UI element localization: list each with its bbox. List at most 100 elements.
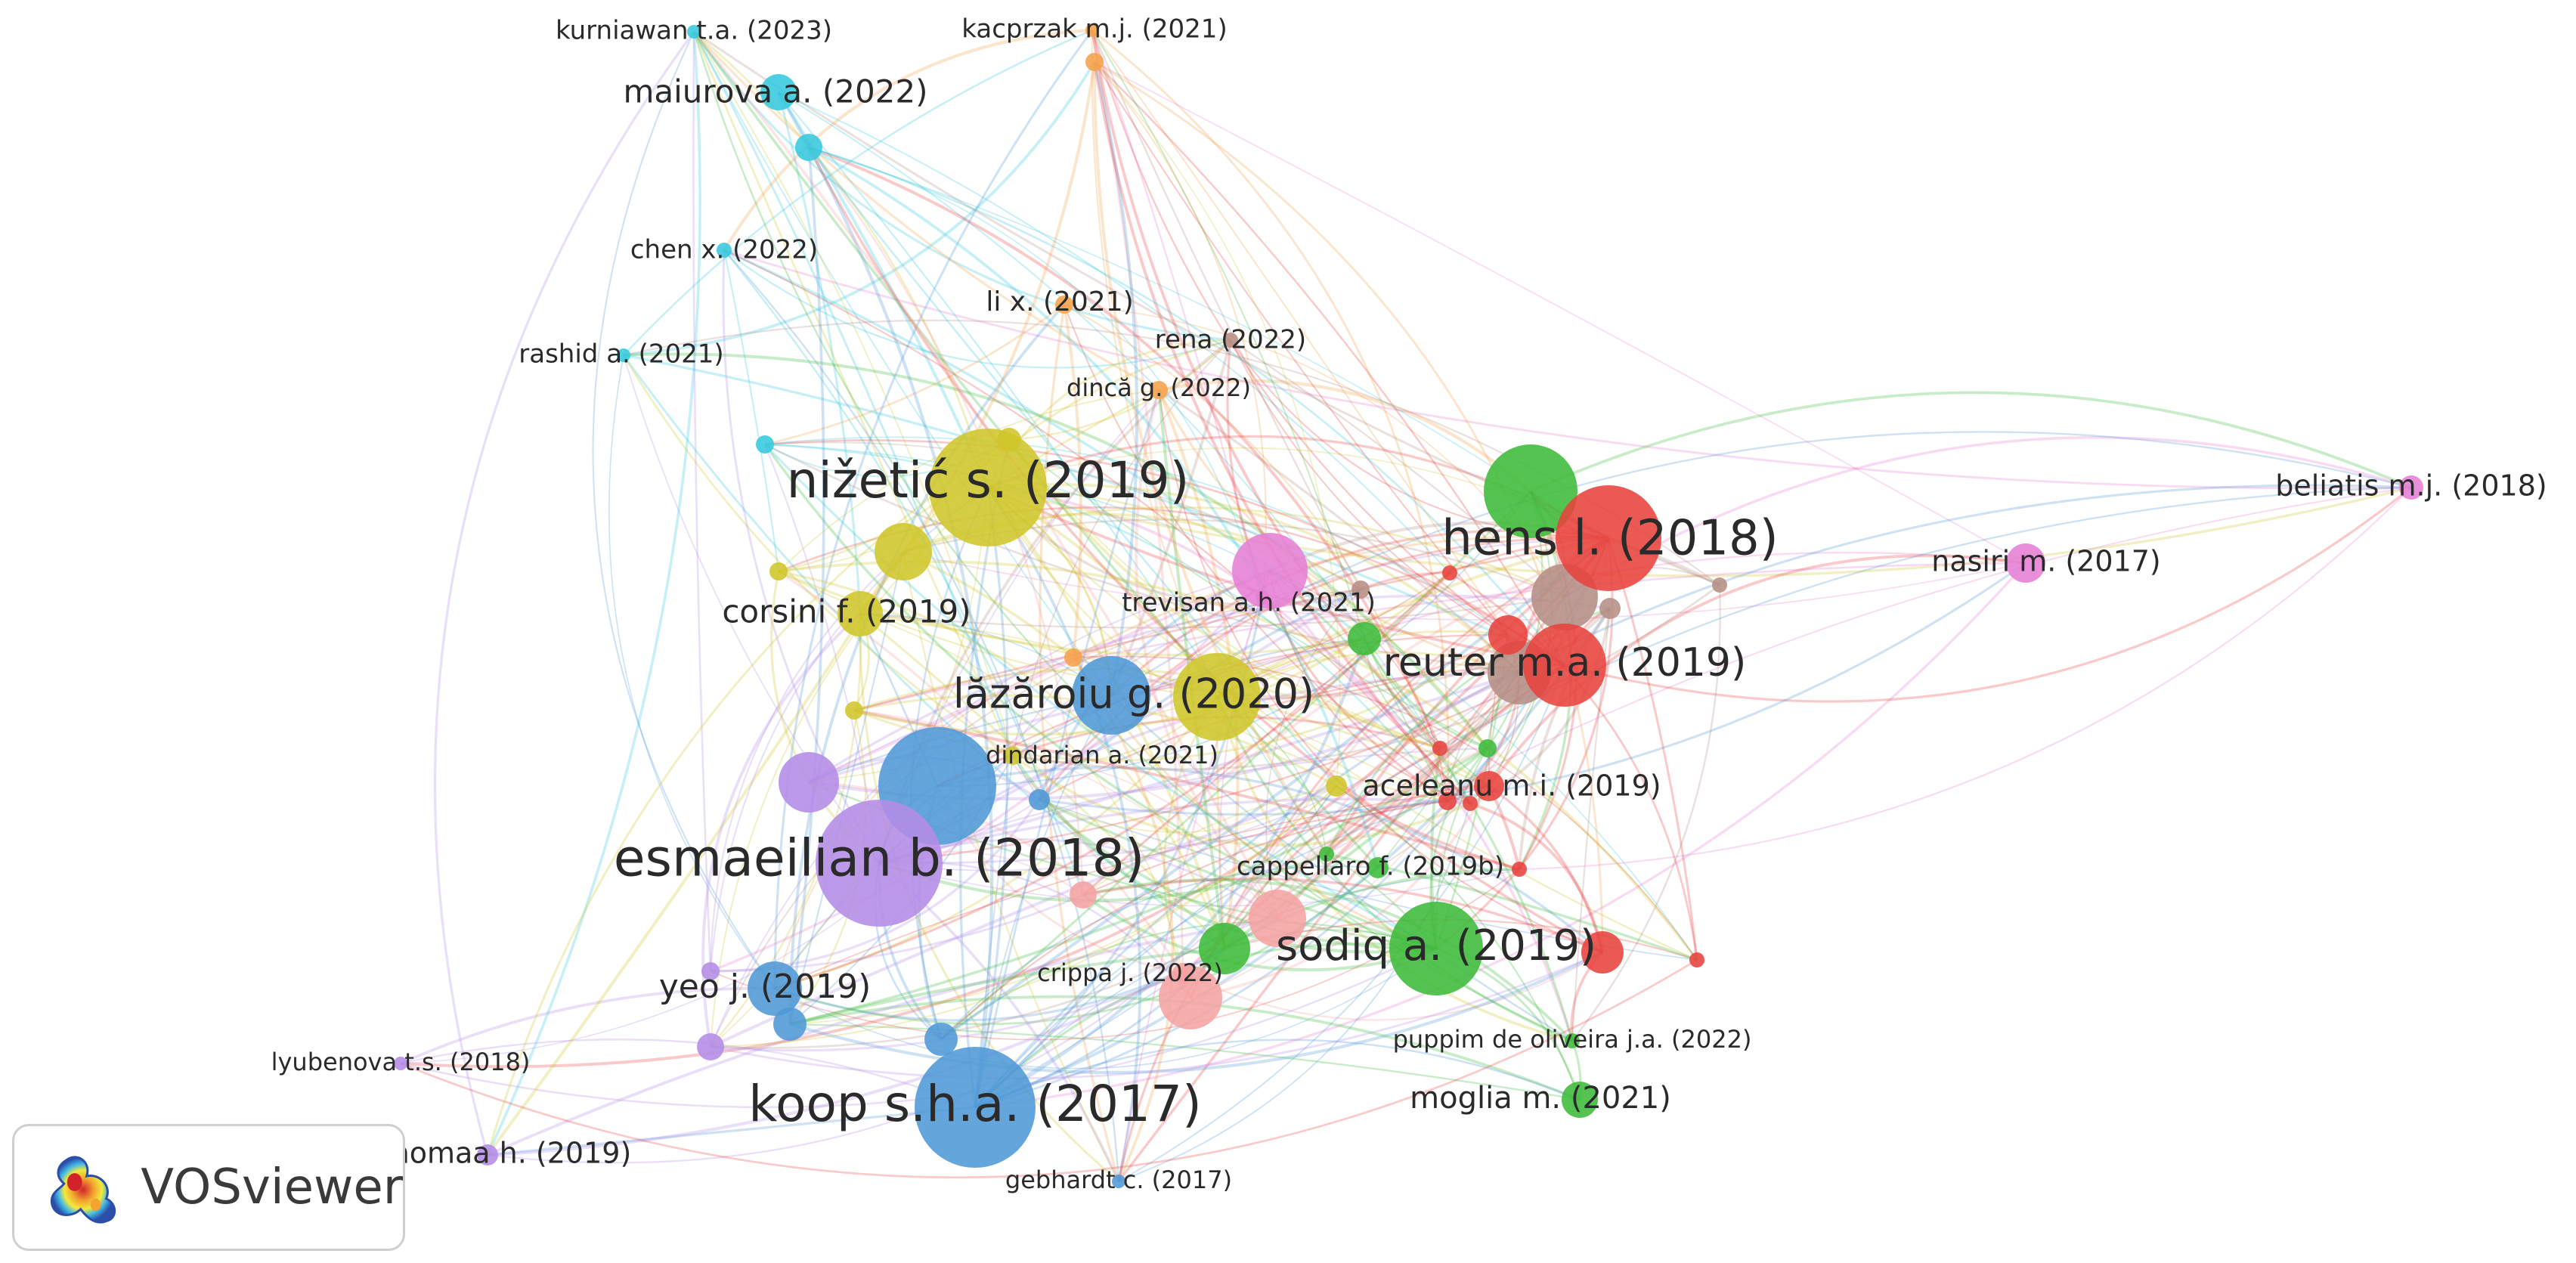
network-node[interactable] (1072, 656, 1150, 735)
network-node[interactable] (1712, 577, 1727, 593)
node-label-corsini[interactable]: corsini f. (2019) (722, 593, 971, 630)
node-label-beliatis[interactable]: beliatis m.j. (2018) (2275, 469, 2547, 503)
node-label-hens[interactable]: hens l. (2018) (1441, 511, 1778, 567)
node-label-gebhardt[interactable]: gebhardt c. (2017) (1005, 1165, 1232, 1194)
network-link (1157, 389, 1603, 953)
network-node[interactable] (1029, 789, 1050, 810)
network-node-nizetic[interactable] (929, 429, 1047, 546)
network-node-ruohomaa[interactable] (477, 1144, 498, 1165)
network-node-cappellaro[interactable] (1367, 857, 1389, 878)
node-label-puppim[interactable]: puppim de oliveira j.a. (2022) (1393, 1025, 1752, 1054)
node-label-lazaroiu[interactable]: lăzăroiu g. (2020) (953, 670, 1314, 718)
network-node-gebhardt[interactable] (1112, 1175, 1125, 1188)
node-label-sodiq[interactable]: sodiq a. (2019) (1276, 921, 1596, 970)
node-label-li[interactable]: li x. (2021) (986, 286, 1133, 317)
network-node-yeo[interactable] (748, 961, 802, 1016)
network-node-lazaroiu[interactable] (1173, 653, 1261, 741)
network-node[interactable] (701, 962, 720, 980)
network-node[interactable] (1159, 966, 1222, 1029)
network-node[interactable] (756, 435, 774, 454)
network-node-sodiq[interactable] (1389, 902, 1483, 995)
network-node[interactable] (1689, 952, 1704, 967)
node-label-esmaeilian[interactable]: esmaeilian b. (2018) (614, 829, 1145, 889)
node-label-dinca[interactable]: dincă g. (2022) (1067, 373, 1251, 402)
network-node-dindarian[interactable] (1004, 747, 1022, 765)
network-link (778, 560, 1698, 961)
node-label-rena[interactable]: rena (2022) (1155, 325, 1306, 355)
node-label-nizetic[interactable]: nižetić s. (2019) (787, 451, 1190, 509)
node-label-cappellaro[interactable]: cappellaro f. (2019b) (1237, 852, 1504, 882)
node-label-koop[interactable]: koop s.h.a. (2017) (748, 1075, 1202, 1133)
network-link (1163, 696, 1218, 998)
node-label-kurniawan[interactable]: kurniawan t.a. (2023) (556, 16, 832, 46)
network-node-puppim[interactable] (1565, 1033, 1580, 1048)
network-node-nasiri[interactable] (2006, 543, 2045, 583)
network-node[interactable] (1488, 615, 1528, 655)
network-node-chen[interactable] (717, 243, 732, 258)
node-label-nasiri[interactable]: nasiri m. (2017) (1931, 545, 2161, 578)
node-label-chen[interactable]: chen x. (2022) (630, 235, 818, 265)
network-node[interactable] (1463, 796, 1478, 811)
network-link (778, 91, 1451, 574)
network-node[interactable] (773, 1008, 807, 1041)
network-node[interactable] (924, 1023, 958, 1056)
network-node[interactable] (1348, 622, 1381, 655)
node-label-crippa[interactable]: crippa j. (2022) (1037, 958, 1223, 987)
node-label-trevisan[interactable]: trevisan a.h. (2021) (1122, 588, 1376, 618)
network-node-kacprzak[interactable] (1085, 23, 1099, 37)
network-node-corsini[interactable] (838, 591, 883, 636)
network-node-kurniawan[interactable] (687, 25, 701, 39)
network-node[interactable] (845, 701, 863, 720)
network-node[interactable] (1319, 847, 1334, 862)
network-node[interactable] (1478, 739, 1497, 757)
network-node[interactable] (1484, 444, 1577, 538)
network-node-lyubenova[interactable] (394, 1057, 407, 1070)
network-node[interactable] (1232, 533, 1308, 608)
network-node[interactable] (1581, 931, 1624, 974)
network-node[interactable] (875, 523, 932, 580)
node-label-aceleanu[interactable]: aceleanu m.i. (2019) (1362, 769, 1661, 803)
network-node-moglia[interactable] (1562, 1082, 1598, 1118)
node-label-yeo[interactable]: yeo j. (2019) (659, 967, 872, 1006)
node-label-moglia[interactable]: moglia m. (2021) (1410, 1081, 1671, 1116)
network-node[interactable] (769, 562, 788, 580)
node-label-lyubenova[interactable]: lyubenova t.s. (2018) (271, 1048, 531, 1076)
network-node[interactable] (1326, 775, 1347, 797)
network-node[interactable] (1432, 741, 1447, 756)
network-node-hens[interactable] (1556, 485, 1661, 591)
network-node[interactable] (779, 752, 839, 813)
network-node[interactable] (1199, 923, 1250, 974)
network-node-reuter[interactable] (1523, 624, 1606, 707)
network-node[interactable] (1512, 862, 1527, 877)
network-node[interactable] (1599, 598, 1621, 619)
network-node-rena[interactable] (1223, 333, 1238, 348)
network-node[interactable] (1070, 881, 1097, 909)
network-node-crippa[interactable] (1172, 963, 1194, 984)
node-label-rashid[interactable]: rashid a. (2021) (519, 339, 723, 370)
network-node-esmaeilian[interactable] (816, 800, 943, 927)
node-label-reuter[interactable]: reuter m.a. (2019) (1383, 640, 1747, 686)
network-node[interactable] (1438, 792, 1457, 810)
network-node[interactable] (1085, 53, 1104, 71)
network-node[interactable] (1249, 890, 1306, 947)
network-link (400, 537, 1610, 1069)
network-node-maiurova[interactable] (760, 74, 797, 110)
network-link (1488, 554, 2026, 788)
node-label-kacprzak[interactable]: kacprzak m.j. (2021) (961, 14, 1227, 45)
network-node[interactable] (697, 1033, 724, 1060)
network-node-li[interactable] (1055, 296, 1073, 314)
network-node-koop[interactable] (915, 1047, 1036, 1168)
network-node[interactable] (1064, 649, 1082, 667)
node-label-dindarian[interactable]: dindarian a. (2021) (986, 741, 1218, 769)
network-node[interactable] (1442, 565, 1457, 580)
network-node-aceleanu[interactable] (1474, 771, 1504, 801)
network-node-rashid[interactable] (617, 348, 630, 362)
network-node-beliatis[interactable] (2399, 475, 2423, 500)
network-node[interactable] (795, 134, 822, 161)
network-node-dinca[interactable] (1150, 381, 1168, 399)
network-node[interactable] (1351, 580, 1370, 599)
network-node-trevisan[interactable] (1255, 590, 1269, 604)
node-label-maiurova[interactable]: maiurova a. (2022) (623, 73, 927, 110)
